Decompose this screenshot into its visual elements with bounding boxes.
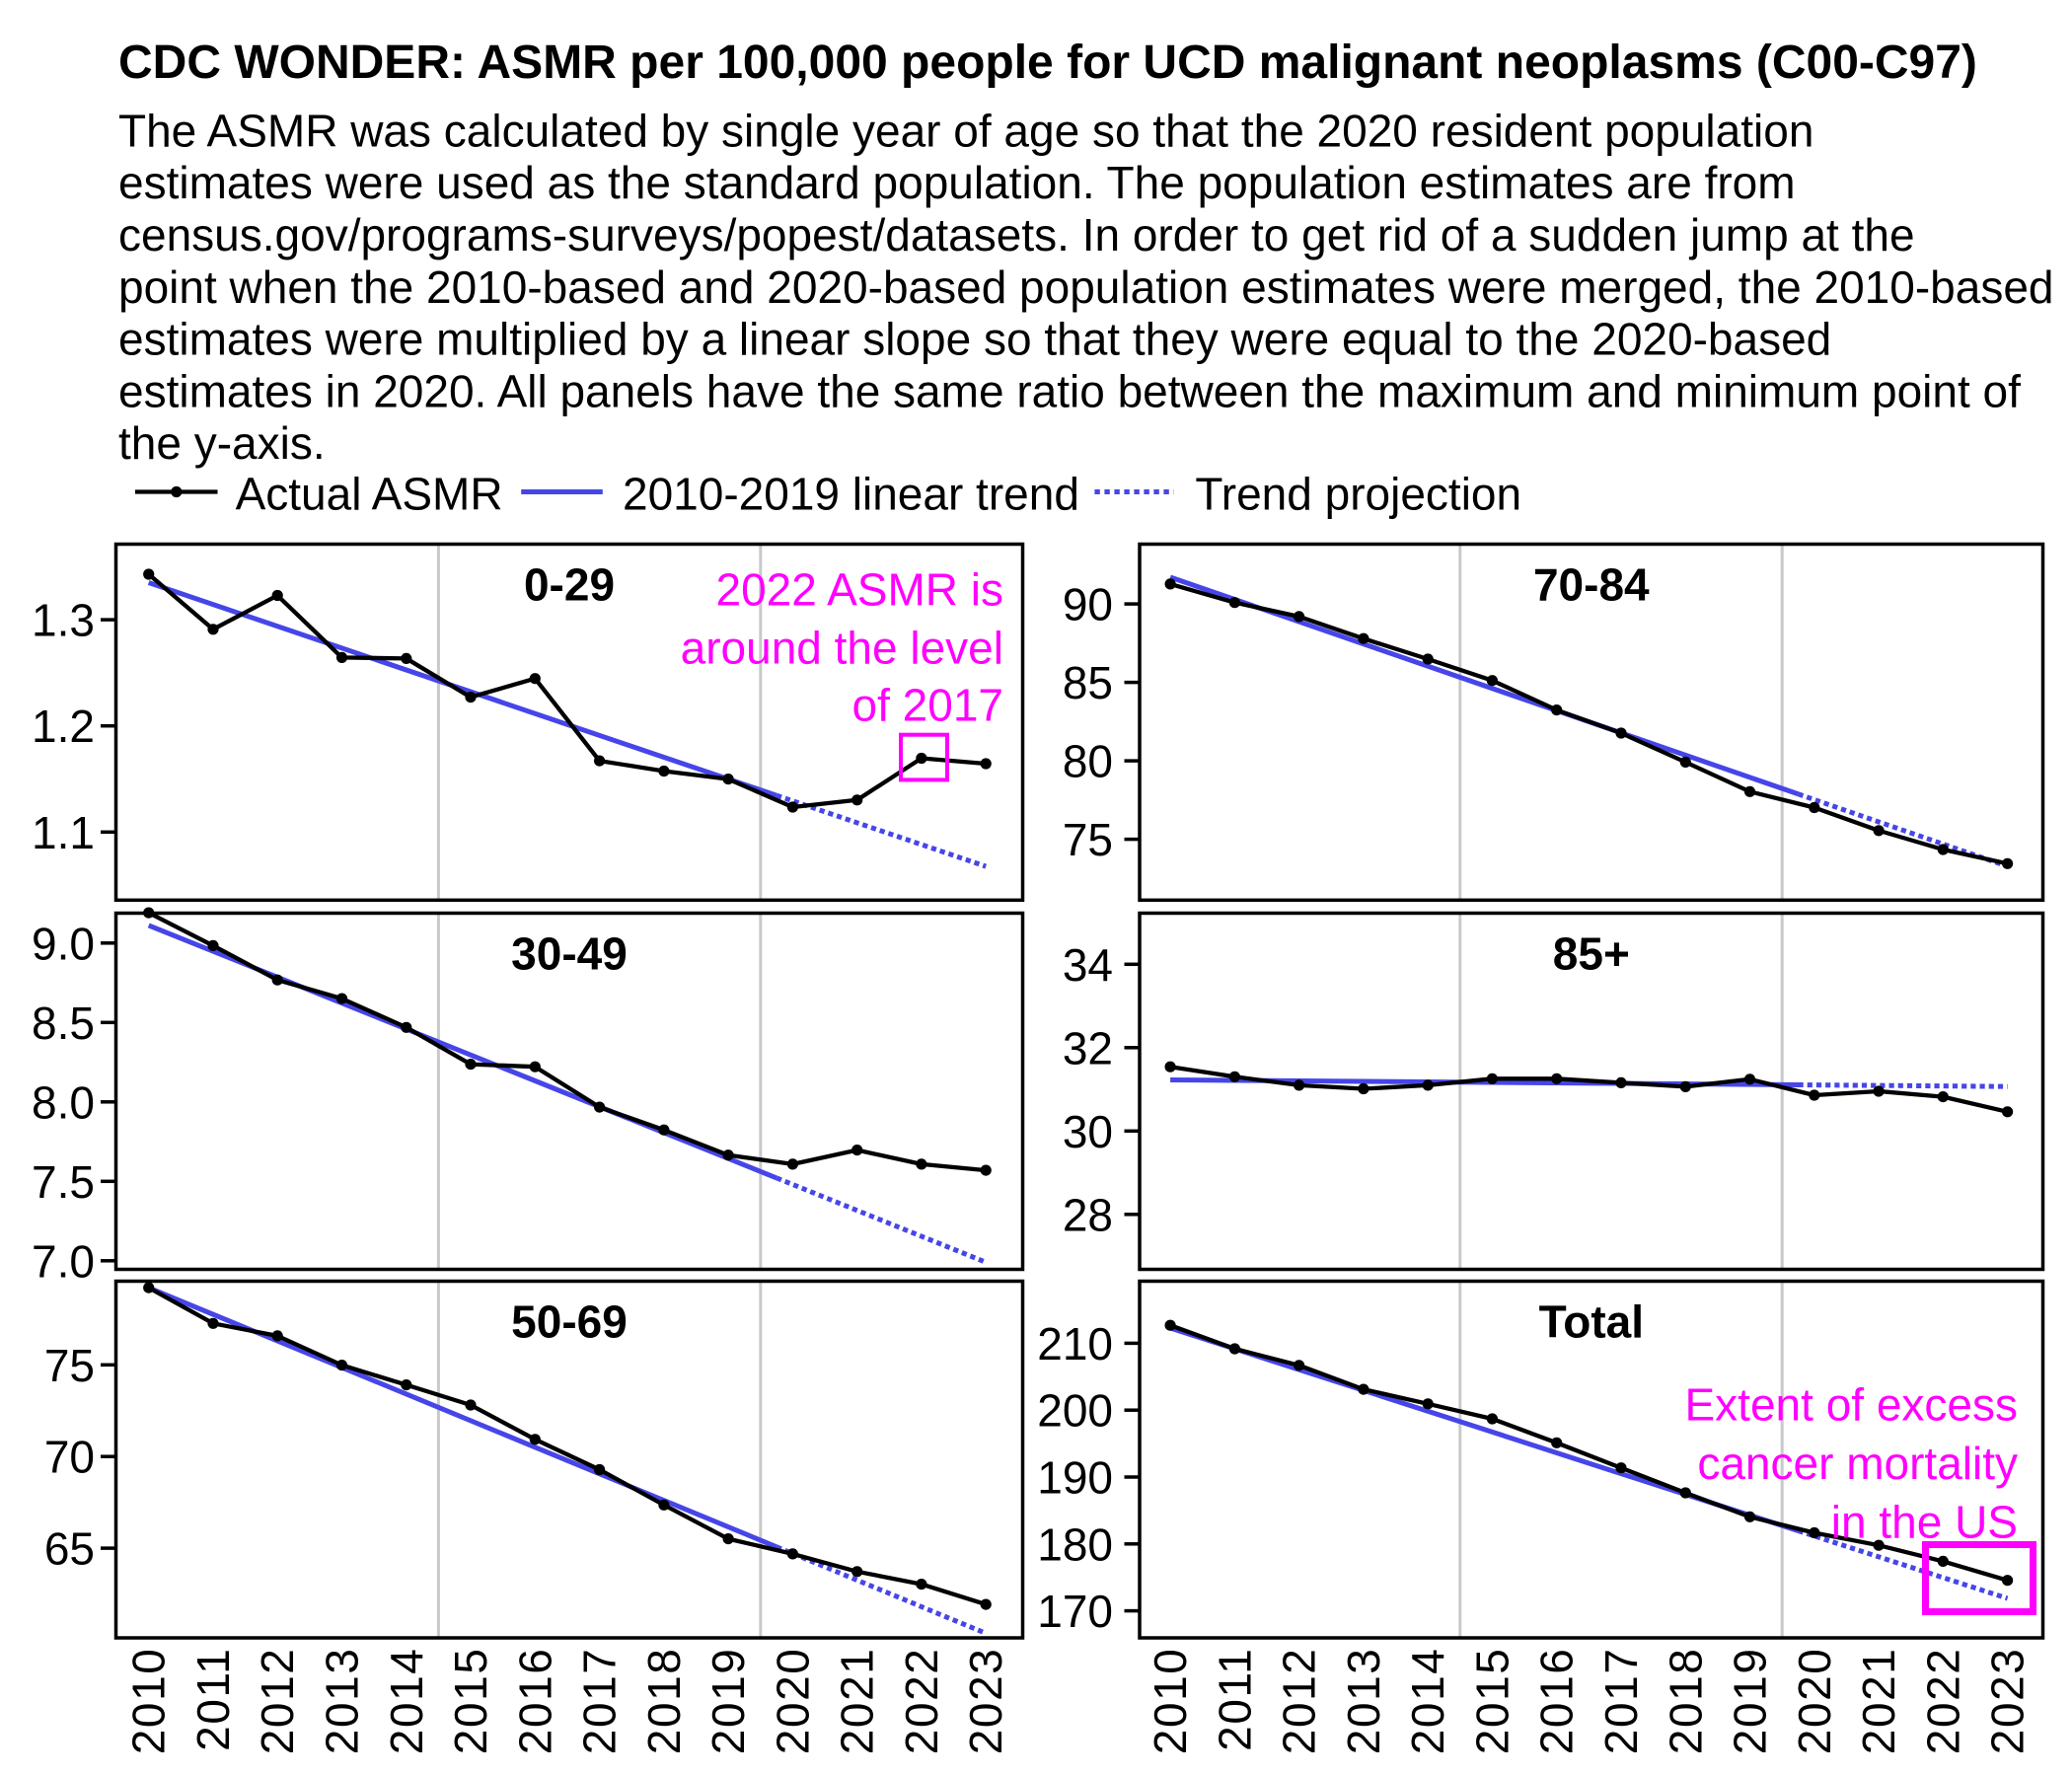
svg-text:Total: Total <box>1539 1296 1644 1348</box>
svg-text:2018: 2018 <box>1660 1648 1711 1755</box>
svg-text:34: 34 <box>1063 939 1113 991</box>
svg-text:estimates in 2020. All panels: estimates in 2020. All panels have the s… <box>118 365 2021 416</box>
svg-text:28: 28 <box>1063 1189 1113 1240</box>
svg-text:2023: 2023 <box>1982 1648 2034 1755</box>
svg-text:85: 85 <box>1063 657 1113 708</box>
svg-text:1.3: 1.3 <box>32 595 95 646</box>
svg-text:75: 75 <box>44 1340 95 1391</box>
svg-text:2019: 2019 <box>703 1648 754 1755</box>
svg-text:2014: 2014 <box>381 1648 432 1755</box>
svg-text:80: 80 <box>1063 736 1113 787</box>
svg-text:2019: 2019 <box>1725 1648 1776 1755</box>
svg-text:CDC WONDER: ASMR per 100,000 p: CDC WONDER: ASMR per 100,000 people for … <box>118 37 1977 89</box>
svg-text:180: 180 <box>1037 1518 1113 1570</box>
svg-text:2016: 2016 <box>1531 1648 1583 1755</box>
svg-text:around the level: around the level <box>681 623 1003 674</box>
svg-text:point when the 2010-based and: point when the 2010-based and 2020-based… <box>118 261 2054 313</box>
svg-text:2013: 2013 <box>1338 1648 1389 1755</box>
svg-text:75: 75 <box>1063 814 1113 865</box>
svg-text:2011: 2011 <box>187 1648 239 1751</box>
svg-text:1.2: 1.2 <box>32 701 95 752</box>
svg-text:2021: 2021 <box>832 1648 883 1755</box>
svg-text:cancer mortality: cancer mortality <box>1697 1438 2018 1489</box>
svg-text:the y-axis.: the y-axis. <box>118 417 326 469</box>
svg-text:2015: 2015 <box>445 1648 496 1755</box>
svg-text:in the US: in the US <box>1831 1497 2018 1548</box>
svg-text:2022: 2022 <box>1917 1648 1968 1755</box>
svg-text:estimates were used as the sta: estimates were used as the standard popu… <box>118 157 1796 208</box>
svg-text:2020: 2020 <box>767 1648 818 1755</box>
svg-text:0-29: 0-29 <box>524 559 615 611</box>
svg-text:50-69: 50-69 <box>511 1296 628 1348</box>
svg-text:2018: 2018 <box>638 1648 690 1755</box>
svg-text:2017: 2017 <box>1595 1648 1647 1755</box>
svg-text:of 2017: of 2017 <box>852 680 1003 731</box>
svg-text:2010: 2010 <box>1145 1648 1196 1755</box>
svg-text:9.0: 9.0 <box>32 918 95 969</box>
svg-text:7.0: 7.0 <box>32 1235 95 1287</box>
svg-text:200: 200 <box>1037 1385 1113 1437</box>
svg-text:170: 170 <box>1037 1586 1113 1637</box>
svg-text:Actual ASMR: Actual ASMR <box>236 469 503 520</box>
svg-text:2015: 2015 <box>1466 1648 1517 1755</box>
svg-text:Extent of excess: Extent of excess <box>1685 1379 2019 1431</box>
svg-text:30: 30 <box>1063 1106 1113 1157</box>
svg-text:90: 90 <box>1063 579 1113 630</box>
svg-text:70-84: 70-84 <box>1533 559 1650 611</box>
svg-text:census.gov/programs-surveys/po: census.gov/programs-surveys/popest/datas… <box>118 209 1915 260</box>
svg-text:190: 190 <box>1037 1452 1113 1504</box>
svg-text:32: 32 <box>1063 1022 1113 1073</box>
svg-text:2010: 2010 <box>123 1648 175 1755</box>
svg-text:2011: 2011 <box>1209 1648 1260 1751</box>
svg-text:2017: 2017 <box>574 1648 626 1755</box>
svg-text:65: 65 <box>44 1523 95 1575</box>
svg-text:30-49: 30-49 <box>511 928 628 980</box>
svg-text:2012: 2012 <box>252 1648 303 1755</box>
svg-text:2022: 2022 <box>896 1648 947 1755</box>
svg-text:70: 70 <box>44 1432 95 1483</box>
svg-text:2013: 2013 <box>317 1648 368 1755</box>
svg-text:Trend projection: Trend projection <box>1195 469 1521 520</box>
svg-text:estimates were multiplied by a: estimates were multiplied by a linear sl… <box>118 314 1831 365</box>
svg-text:The ASMR was calculated by sin: The ASMR was calculated by single year o… <box>118 105 1813 156</box>
svg-text:85+: 85+ <box>1553 928 1630 980</box>
svg-text:210: 210 <box>1037 1318 1113 1369</box>
svg-text:8.5: 8.5 <box>32 998 95 1049</box>
svg-text:2020: 2020 <box>1789 1648 1840 1755</box>
svg-text:2010-2019 linear trend: 2010-2019 linear trend <box>623 469 1079 520</box>
svg-text:7.5: 7.5 <box>32 1156 95 1208</box>
svg-text:2023: 2023 <box>960 1648 1011 1755</box>
svg-text:8.0: 8.0 <box>32 1076 95 1128</box>
svg-text:2014: 2014 <box>1402 1648 1453 1755</box>
svg-text:2016: 2016 <box>509 1648 560 1755</box>
svg-text:2022 ASMR is: 2022 ASMR is <box>716 563 1003 615</box>
svg-text:1.1: 1.1 <box>32 807 95 858</box>
svg-text:2021: 2021 <box>1853 1648 1904 1755</box>
svg-text:2012: 2012 <box>1274 1648 1325 1755</box>
